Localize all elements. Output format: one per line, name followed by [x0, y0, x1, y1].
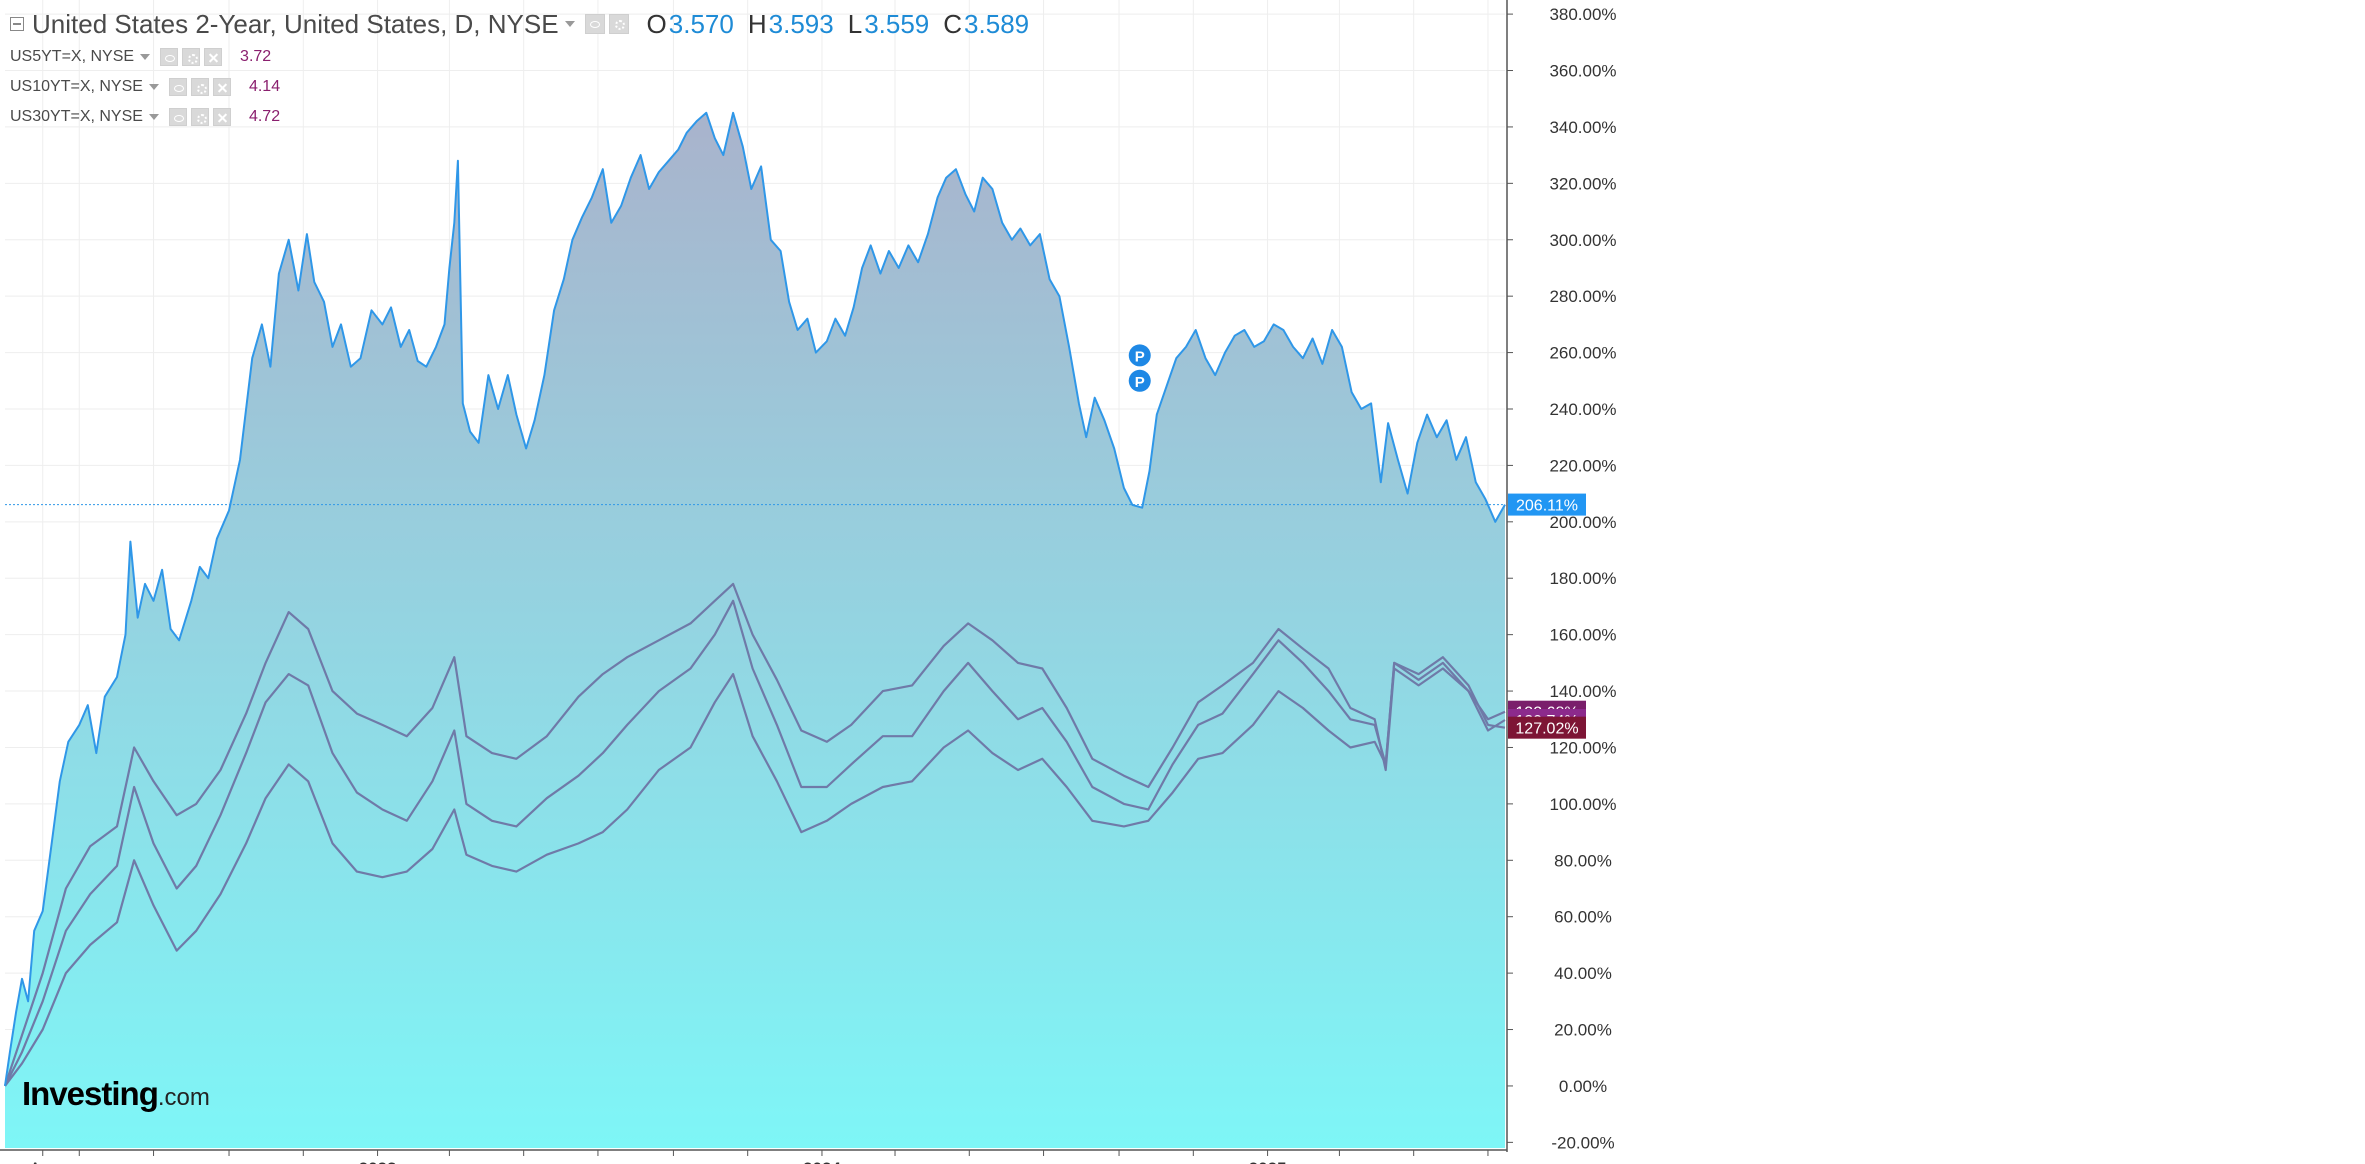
logo-suffix: .com	[157, 1084, 210, 1111]
ohlc-high-key: H	[747, 8, 767, 39]
comparison-value: 3.72	[240, 48, 272, 65]
collapse-icon[interactable]	[10, 17, 24, 31]
y-tick-label: 380.00%	[1549, 5, 1616, 24]
last-value-badge-bg	[1508, 493, 1586, 516]
eye-icon[interactable]	[168, 108, 187, 126]
y-tick-label: 100.00%	[1549, 795, 1616, 814]
ohlc-open-key: O	[646, 8, 667, 39]
comparison-value: 4.72	[248, 108, 281, 125]
close-icon[interactable]	[212, 108, 231, 126]
ohlc-open-value: 3.570	[668, 8, 734, 39]
main-series-area-fill	[5, 112, 1505, 1148]
ohlc-close-value: 3.589	[964, 8, 1030, 39]
close-icon[interactable]	[212, 78, 231, 96]
gear-icon[interactable]	[190, 108, 209, 126]
y-tick-label: 40.00%	[1554, 964, 1612, 983]
x-tick-label: Apr	[30, 1159, 57, 1164]
comparison-symbol[interactable]: US10YT=X, NYSE	[10, 78, 143, 95]
chart-axes: 380.00% 360.00% 340.00% 320.00% 300.00% 280.0…	[0, 0, 1617, 1164]
last-value-badge-label: 206.11%	[1516, 498, 1578, 515]
y-tick-label: 0.00%	[1559, 1077, 1607, 1096]
y-tick-label: 160.00%	[1549, 626, 1616, 645]
chart-legend: United States 2-Year, United States, D, …	[10, 6, 1029, 132]
y-tick-label: 60.00%	[1554, 908, 1612, 927]
logo-brand: Investing	[22, 1075, 159, 1112]
y-tick-label: 340.00%	[1549, 118, 1616, 137]
gear-icon[interactable]	[608, 14, 629, 34]
eye-icon[interactable]	[160, 48, 179, 66]
ohlc-close-key: C	[943, 8, 963, 39]
x-tick-label: 2024	[803, 1159, 841, 1164]
y-tick-label: 240.00%	[1549, 400, 1616, 419]
price-marker: P	[1128, 369, 1151, 392]
gear-icon[interactable]	[190, 78, 209, 96]
comparison-line	[4, 599, 1506, 1087]
y-tick-label: 300.00%	[1549, 231, 1616, 250]
comparison-symbol[interactable]: US30YT=X, NYSE	[10, 108, 143, 125]
main-series-header: United States 2-Year, United States, D, …	[10, 6, 1029, 42]
comparison-row-5y: US5YT=X, NYSE 3.72	[10, 42, 1029, 72]
x-tick-label: 2025	[1249, 1159, 1287, 1164]
comparison-line	[3, 582, 1506, 1087]
last-value-badge: 127.02%	[1508, 716, 1586, 739]
comparison-symbol[interactable]: US5YT=X, NYSE	[10, 48, 135, 65]
y-tick-label: 140.00%	[1549, 682, 1616, 701]
comparison-row-30y: US30YT=X, NYSE 4.72	[10, 102, 1029, 132]
eye-icon[interactable]	[584, 14, 605, 34]
comparison-line	[4, 656, 1506, 1087]
y-tick-label: 220.00%	[1549, 456, 1616, 475]
price-marker-label: P	[1135, 374, 1145, 391]
y-tick-label: 260.00%	[1549, 344, 1616, 363]
y-tick-label: 120.00%	[1549, 738, 1616, 757]
y-tick-label: 320.00%	[1549, 174, 1616, 193]
ohlc-high-value: 3.593	[768, 8, 834, 39]
chevron-down-icon[interactable]	[148, 84, 159, 90]
eye-icon[interactable]	[168, 78, 187, 96]
gear-icon[interactable]	[182, 48, 201, 66]
price-marker: P	[1128, 344, 1151, 367]
comparison-series-lines	[3, 582, 1506, 1087]
main-series-line	[4, 111, 1506, 1087]
price-marker-dot	[1128, 344, 1151, 367]
y-tick-label: 280.00%	[1549, 287, 1616, 306]
ohlc-low-value: 3.559	[864, 8, 930, 39]
y-tick-label: 200.00%	[1549, 513, 1616, 532]
y-tick-label: 20.00%	[1554, 1021, 1612, 1040]
ohlc-low-key: L	[847, 8, 863, 39]
price-marker-label: P	[1135, 348, 1145, 365]
comparison-row-10y: US10YT=X, NYSE 4.14	[10, 72, 1029, 102]
main-series-title[interactable]: United States 2-Year, United States, D, …	[32, 8, 559, 39]
y-tick-label: -20.00%	[1551, 1133, 1614, 1152]
chevron-down-icon[interactable]	[148, 114, 159, 120]
main-series-line-path	[4, 111, 1506, 1087]
last-value-badge: 206.11%	[1508, 493, 1586, 516]
close-icon[interactable]	[204, 48, 223, 66]
comparison-value: 4.14	[248, 78, 281, 95]
x-tick-label: 2023	[359, 1159, 397, 1164]
y-tick-label: 360.00%	[1549, 62, 1616, 81]
last-value-badge-label: 127.02%	[1515, 721, 1578, 738]
chevron-down-icon[interactable]	[140, 54, 151, 60]
investing-logo: Investing.com	[22, 1075, 210, 1113]
price-marker-dot	[1128, 369, 1151, 392]
main-series-area	[5, 112, 1505, 1148]
y-tick-label: 180.00%	[1549, 569, 1616, 588]
y-tick-label: 80.00%	[1554, 851, 1612, 870]
chart-overlays: PP	[5, 344, 1505, 506]
last-value-badge-bg	[1508, 716, 1586, 739]
chevron-down-icon[interactable]	[564, 21, 575, 27]
